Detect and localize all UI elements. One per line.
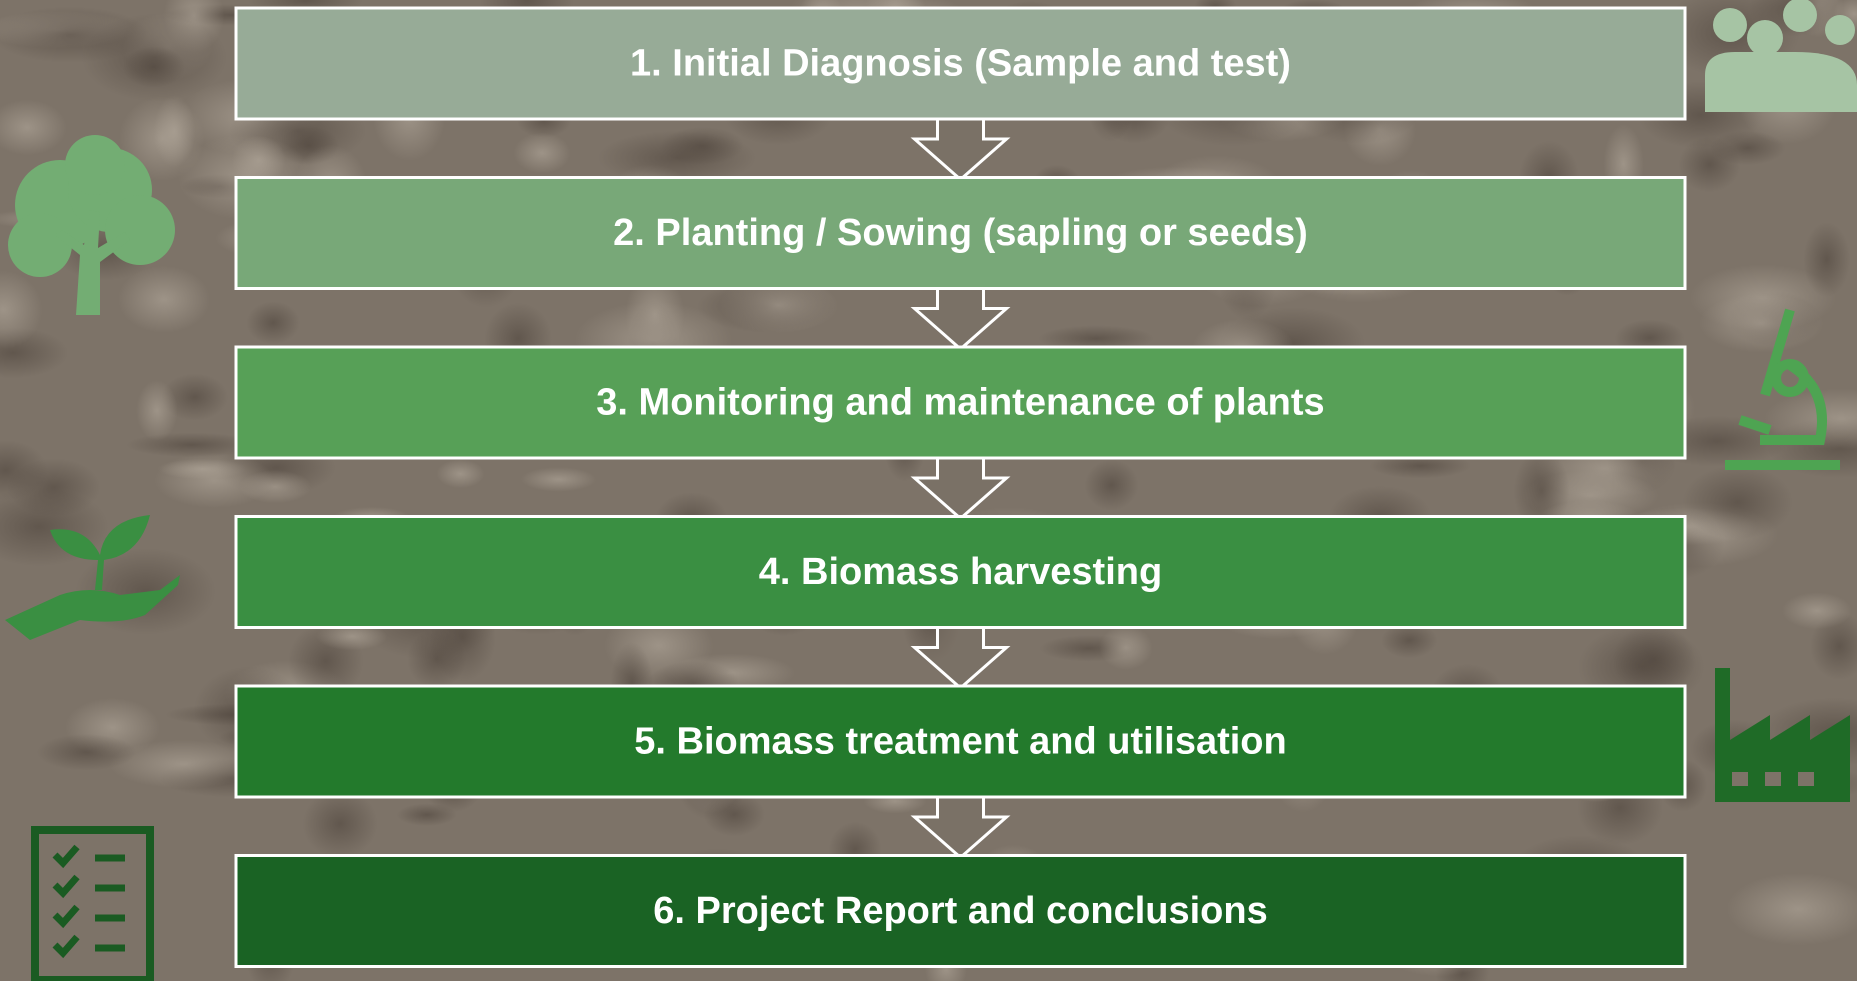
soil-clod: [436, 459, 484, 488]
soil-clod: [1682, 465, 1793, 539]
step-label: 1. Initial Diagnosis (Sample and test): [630, 43, 1291, 85]
page: 1. Initial Diagnosis (Sample and test) 2.…: [0, 0, 1857, 981]
soil-clod: [82, 14, 228, 102]
soil-clod: [1803, 222, 1850, 297]
soil-clod: [303, 789, 378, 858]
step-label: 3. Monitoring and maintenance of plants: [596, 382, 1324, 424]
soil-clod: [246, 301, 300, 344]
soil-clod: [1099, 626, 1152, 670]
soil-clod: [1782, 592, 1852, 629]
step-label: 2. Planting / Sowing (sapling or seeds): [613, 212, 1308, 254]
soil-clod: [154, 453, 274, 508]
soil-clod: [514, 133, 571, 174]
step-label: 5. Biomass treatment and utilisation: [634, 721, 1286, 763]
step-label: 6. Project Report and conclusions: [653, 890, 1267, 932]
diagram: 1. Initial Diagnosis (Sample and test) 2.…: [0, 0, 1857, 981]
soil-clod: [37, 734, 136, 771]
step-label: 4. Biomass harvesting: [759, 551, 1162, 593]
soil-clod: [136, 380, 177, 441]
soil-clod: [1085, 460, 1139, 511]
soil-clod: [521, 467, 596, 492]
soil-clod: [1699, 294, 1823, 353]
